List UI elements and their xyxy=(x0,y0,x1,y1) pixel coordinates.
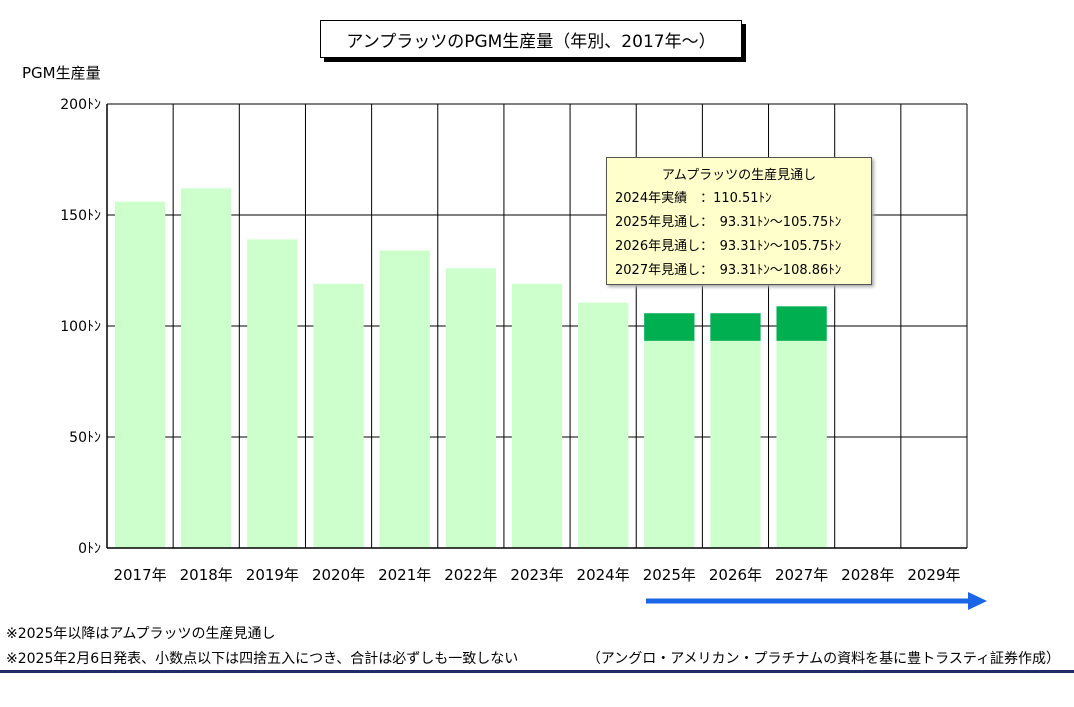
x-tick-label: 2029年 xyxy=(907,566,960,584)
y-tick-label: 100ﾄﾝ xyxy=(60,319,101,335)
forecast-arrow-head xyxy=(968,592,987,610)
bar-production xyxy=(247,239,298,549)
bottom-rule xyxy=(0,670,1074,673)
bar-forecast-range xyxy=(776,306,827,341)
bar-production xyxy=(710,340,761,548)
callout-row-2026: 2026年見通し： 93.31ﾄﾝ～105.75ﾄﾝ xyxy=(615,239,842,254)
x-tick-label: 2024年 xyxy=(577,566,630,584)
bar-production xyxy=(578,302,629,548)
x-tick-label: 2025年 xyxy=(643,566,696,584)
x-tick-label: 2028年 xyxy=(841,566,894,584)
source-note: （アングロ・アメリカン・プラチナムの資料を基に豊トラスティ証券作成） xyxy=(586,651,1060,667)
bar-production xyxy=(313,283,364,548)
bar-production xyxy=(776,340,827,548)
x-tick-label: 2026年 xyxy=(709,566,762,584)
y-tick-label: 50ﾄﾝ xyxy=(69,430,101,446)
y-tick-label: 0ﾄﾝ xyxy=(78,541,101,557)
callout-row-2027: 2027年見通し： 93.31ﾄﾝ～108.86ﾄﾝ xyxy=(615,263,842,278)
y-axis-label: PGM生産量 xyxy=(22,64,101,82)
x-tick-label: 2020年 xyxy=(312,566,365,584)
y-tick-label: 150ﾄﾝ xyxy=(60,208,101,224)
bar-production xyxy=(511,283,563,548)
callout-title: アムプラッツの生産見通し xyxy=(661,168,817,183)
x-tick-label: 2019年 xyxy=(246,566,299,584)
x-tick-label: 2022年 xyxy=(444,566,497,584)
bar-forecast-range xyxy=(644,313,695,341)
bar-production xyxy=(114,201,166,548)
bar-forecast-range xyxy=(710,313,761,341)
x-tick-label: 2023年 xyxy=(510,566,563,584)
bar-production xyxy=(379,250,430,548)
bar-production xyxy=(445,268,496,548)
y-tick-label: 200ﾄﾝ xyxy=(60,97,101,113)
chart-title: アンプラッツのPGM生産量（年別、2017年～） xyxy=(320,20,742,58)
bar-production xyxy=(181,188,232,549)
x-tick-label: 2017年 xyxy=(113,566,166,584)
footnotes: ※2025年以降はアムプラッツの生産見通し ※2025年2月6日発表、小数点以下… xyxy=(6,622,518,672)
callout-row-2024: 2024年実績 ：110.51ﾄﾝ xyxy=(615,191,772,206)
x-tick-label: 2021年 xyxy=(378,566,431,584)
x-tick-label: 2027年 xyxy=(775,566,828,584)
callout-row-2025: 2025年見通し： 93.31ﾄﾝ～105.75ﾄﾝ xyxy=(615,215,842,230)
footnote-1: ※2025年以降はアムプラッツの生産見通し xyxy=(6,626,276,642)
forecast-callout: アムプラッツの生産見通し 2024年実績 ：110.51ﾄﾝ 2025年見通し：… xyxy=(606,157,872,285)
footnote-2: ※2025年2月6日発表、小数点以下は四捨五入につき、合計は必ずしも一致しない xyxy=(6,651,519,667)
x-tick-label: 2018年 xyxy=(180,566,233,584)
bar-production xyxy=(644,340,695,548)
